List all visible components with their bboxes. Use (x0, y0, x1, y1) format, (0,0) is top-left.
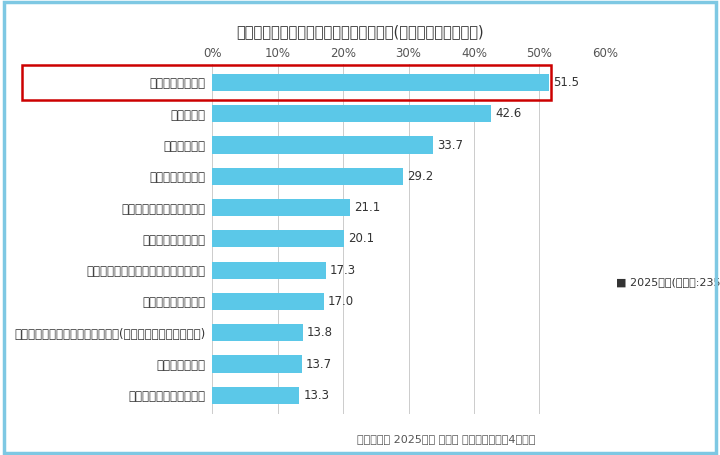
Text: ■ 2025年卒(回答数:2358): ■ 2025年卒(回答数:2358) (616, 277, 720, 287)
Text: 21.1: 21.1 (354, 201, 381, 214)
Text: 「マイナビ 2025年卒 大学生 活動実態調査（4月）」: 「マイナビ 2025年卒 大学生 活動実態調査（4月）」 (357, 434, 536, 444)
Text: 13.7: 13.7 (306, 358, 332, 370)
Bar (212, 293, 323, 310)
Text: 17.0: 17.0 (328, 295, 354, 308)
Bar (212, 324, 302, 341)
Bar (212, 199, 351, 216)
Bar (212, 168, 403, 185)
Text: 33.7: 33.7 (437, 138, 463, 152)
Bar (212, 136, 433, 154)
Text: 13.8: 13.8 (307, 326, 333, 339)
Bar (212, 74, 549, 91)
Text: 29.2: 29.2 (408, 170, 433, 183)
Bar (212, 230, 344, 248)
Bar (212, 387, 300, 404)
Bar (212, 355, 302, 373)
Text: 20.1: 20.1 (348, 233, 374, 245)
Text: 42.6: 42.6 (495, 107, 521, 120)
Bar (212, 262, 325, 279)
Text: 51.5: 51.5 (553, 76, 579, 89)
Text: 17.3: 17.3 (330, 263, 356, 277)
Text: 大手企業の選考に参加した決め手は何か(複数回答／一部抜粋): 大手企業の選考に参加した決め手は何か(複数回答／一部抜粋) (236, 24, 484, 39)
Text: 13.3: 13.3 (303, 389, 329, 402)
Bar (212, 105, 491, 122)
